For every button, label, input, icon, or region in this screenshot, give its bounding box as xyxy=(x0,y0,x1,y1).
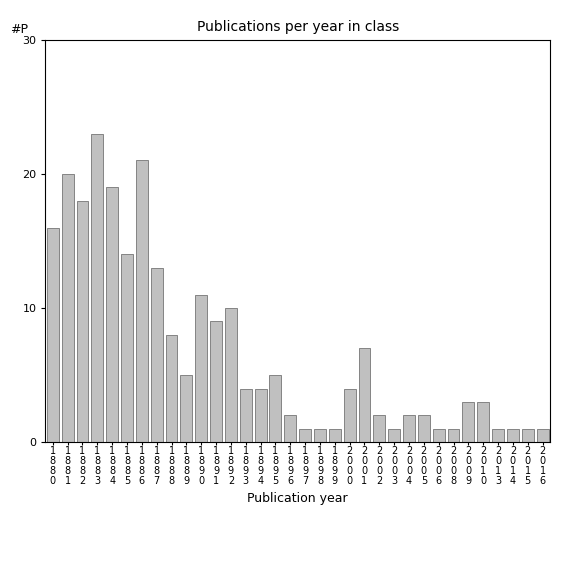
Bar xyxy=(314,429,326,442)
Bar xyxy=(463,402,474,442)
Bar xyxy=(195,295,207,442)
Bar xyxy=(269,375,281,442)
Bar xyxy=(240,388,252,442)
X-axis label: Publication year: Publication year xyxy=(247,492,348,505)
Bar xyxy=(151,268,163,442)
Bar xyxy=(492,429,504,442)
Bar xyxy=(47,227,59,442)
Bar xyxy=(180,375,192,442)
Bar xyxy=(77,201,88,442)
Bar xyxy=(507,429,519,442)
Bar xyxy=(344,388,356,442)
Bar xyxy=(388,429,400,442)
Bar xyxy=(62,174,74,442)
Bar xyxy=(522,429,534,442)
Title: Publications per year in class: Publications per year in class xyxy=(197,20,399,35)
Bar xyxy=(91,134,103,442)
Bar xyxy=(225,308,237,442)
Bar xyxy=(403,416,415,442)
Bar xyxy=(373,416,385,442)
Bar xyxy=(477,402,489,442)
Bar xyxy=(299,429,311,442)
Bar xyxy=(210,321,222,442)
Bar xyxy=(106,187,118,442)
Bar xyxy=(433,429,445,442)
Bar xyxy=(284,416,296,442)
Bar xyxy=(358,348,370,442)
Bar xyxy=(447,429,459,442)
Bar xyxy=(255,388,266,442)
Bar xyxy=(136,160,148,442)
Bar xyxy=(536,429,548,442)
Bar xyxy=(166,335,177,442)
Text: #P: #P xyxy=(10,23,28,36)
Bar xyxy=(329,429,341,442)
Bar xyxy=(418,416,430,442)
Bar xyxy=(121,255,133,442)
